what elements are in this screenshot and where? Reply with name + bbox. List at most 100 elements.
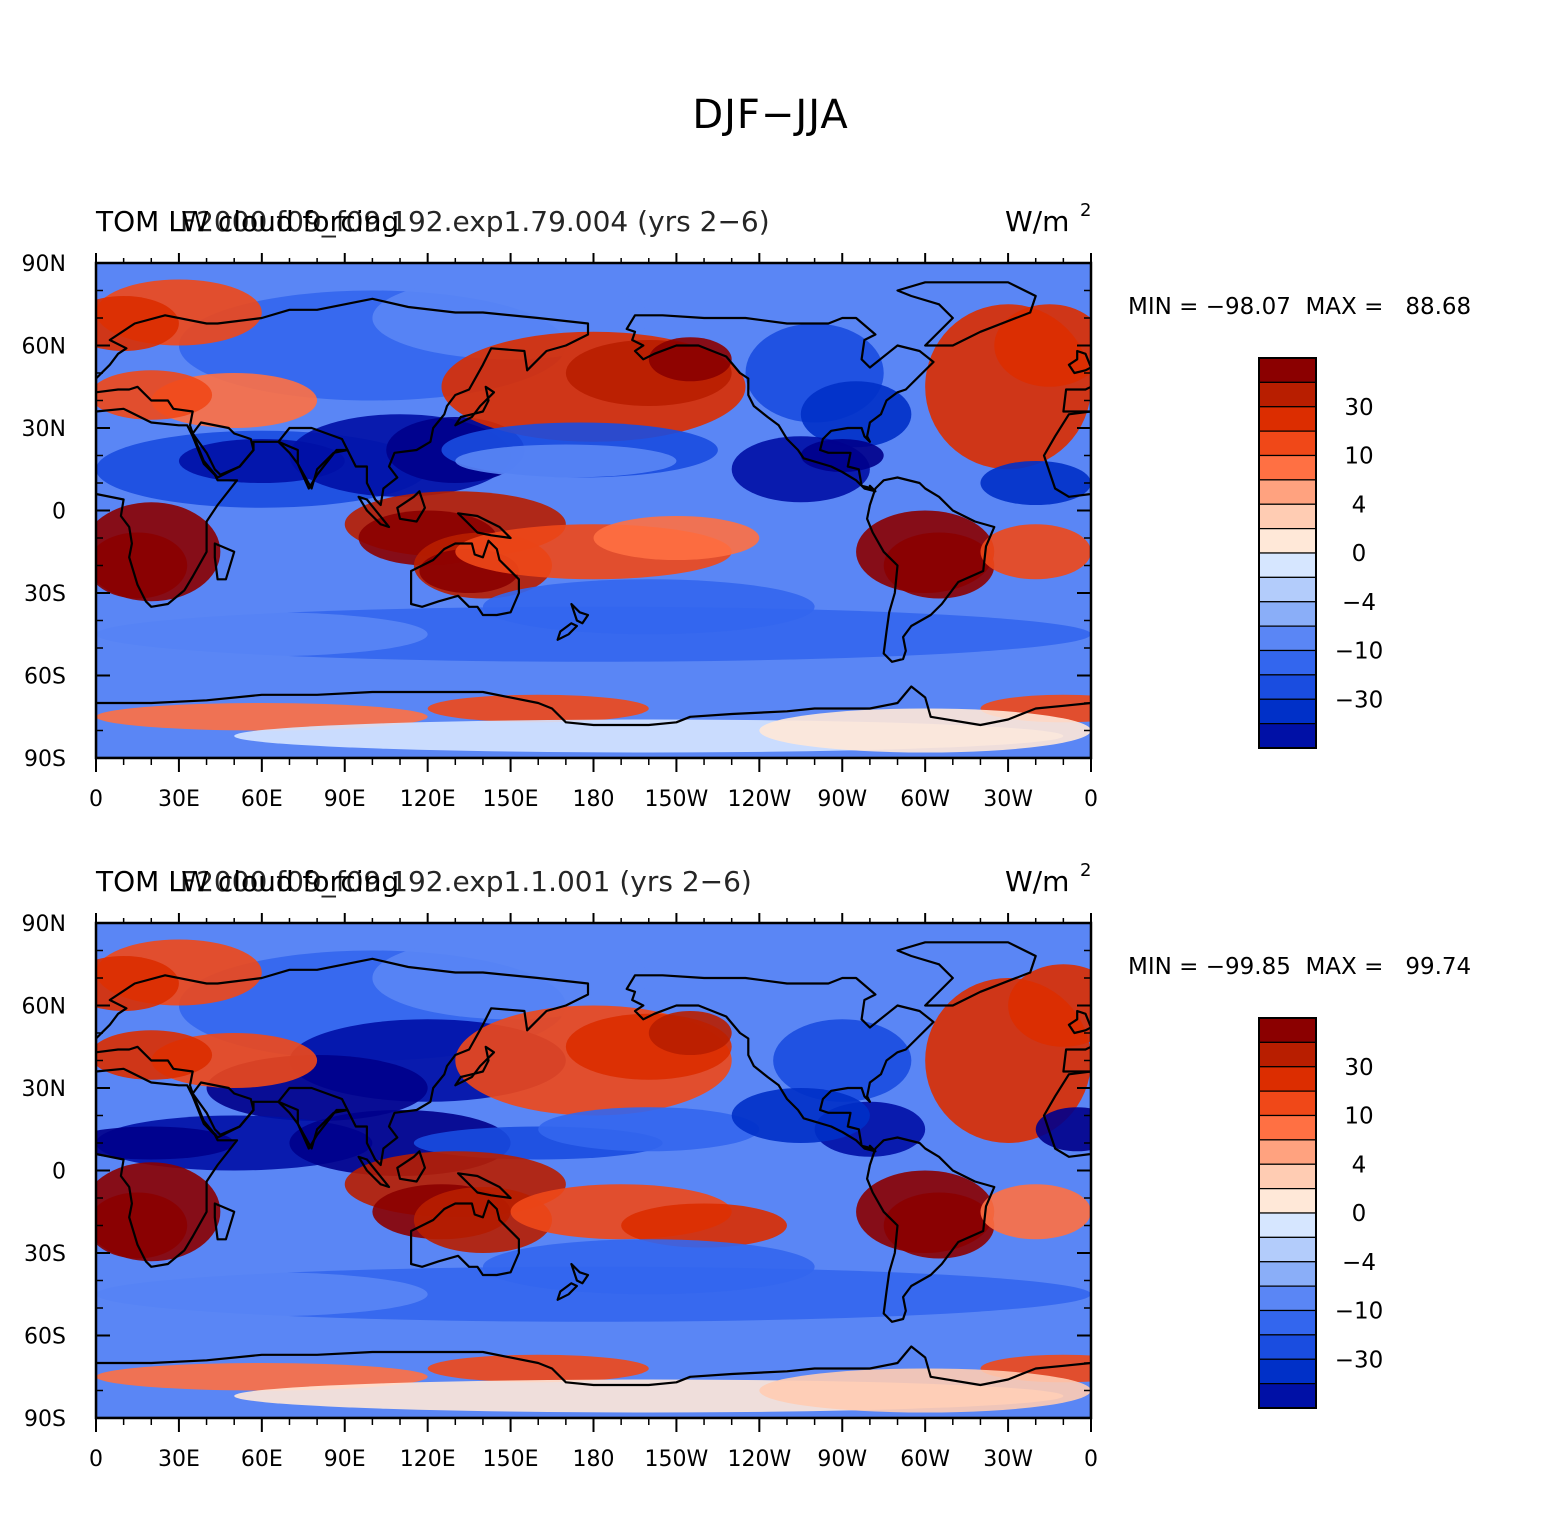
coastline-europe-asia — [96, 957, 590, 1167]
field-contour-region — [759, 1368, 1091, 1413]
colorbar-label: −30 — [1335, 687, 1384, 713]
coastline-madagascar — [213, 1202, 236, 1241]
colorbar-swatch — [1258, 1017, 1317, 1043]
coastline-britain — [1067, 349, 1091, 375]
coastlines — [96, 941, 1091, 1418]
lon-label: 0 — [1084, 787, 1098, 812]
field-contour-region — [96, 1030, 213, 1080]
lat-label: 90S — [24, 1407, 66, 1432]
field-contour-region — [96, 296, 179, 351]
colorbar-swatch — [1258, 1090, 1317, 1117]
field-contour-region — [96, 1363, 428, 1391]
panel-1-units: W/m — [1005, 205, 1069, 238]
colorbar-swatch — [1258, 698, 1317, 725]
lon-label: 60W — [900, 787, 950, 812]
panel-1-minmax: MIN = −98.07 MAX = 88.68 — [1128, 294, 1472, 320]
coastline-japan — [454, 1045, 496, 1087]
lat-label: 0 — [52, 500, 66, 525]
field-contour-region — [427, 1354, 649, 1383]
lon-label: 60E — [241, 1447, 283, 1472]
panel-2-left-title: TOM LW cloud forcing — [95, 865, 399, 898]
field-contour-region — [994, 304, 1091, 387]
panel-2-case-name: F2000.f09_f09.192.exp1.1.001 (yrs 2−6) — [180, 865, 752, 898]
lon-label: 30E — [158, 1447, 200, 1472]
coastline-arabia-fix — [191, 421, 255, 479]
coastline-britain — [1067, 1009, 1091, 1035]
panel-1-map: 90N 60N 30N 0 30S 60S 90S 0 30E 60E 90E 120E 150E 180… — [22, 252, 1384, 812]
colorbar-label: −10 — [1335, 639, 1384, 665]
lat-label: 30S — [24, 582, 66, 607]
panel-2-units: W/m — [1005, 865, 1069, 898]
lat-label: 30S — [24, 1242, 66, 1267]
field-contour-region — [980, 1184, 1091, 1240]
coastline-india — [277, 1086, 349, 1150]
colorbar-swatch — [1258, 1236, 1317, 1263]
field-contour-region — [482, 579, 815, 635]
colorbar-swatch — [1258, 1261, 1317, 1287]
colorbar-swatch — [1258, 1334, 1317, 1360]
field-contour-region — [1008, 964, 1091, 1047]
colorbar-swatch — [1258, 503, 1317, 530]
coastlines — [96, 281, 1091, 758]
colorbar-swatch — [1258, 1041, 1317, 1068]
field-contour-region — [96, 612, 428, 657]
field-contour-region — [96, 703, 428, 731]
field-contour-region — [427, 694, 649, 723]
coastline-africa — [96, 1067, 239, 1268]
main-title: DJF−JJA — [692, 92, 849, 138]
colorbar-label: 10 — [1344, 444, 1373, 470]
colorbar-swatch — [1258, 552, 1317, 578]
colorbar-swatch — [1258, 454, 1317, 481]
coastline-north-america — [625, 314, 935, 493]
coastline-new-guinea — [457, 512, 512, 540]
lon-label: 150E — [483, 1447, 539, 1472]
coastline-sumatra — [357, 1155, 391, 1189]
colorbar-swatch — [1258, 1309, 1317, 1336]
lat-label: 30N — [22, 1077, 66, 1102]
coastline-arabia-fix — [191, 1081, 255, 1139]
colorbar-label: 30 — [1344, 395, 1373, 421]
colorbar-label: 4 — [1352, 1152, 1367, 1178]
coastline-africa — [96, 407, 239, 608]
colorbar-swatch — [1258, 528, 1317, 554]
panel-1-left-title: TOM LW cloud forcing — [95, 205, 399, 238]
lon-label: 0 — [89, 1447, 103, 1472]
lat-label: 0 — [52, 1160, 66, 1185]
lon-label: 30W — [983, 787, 1033, 812]
colorbar-swatch — [1258, 649, 1317, 676]
map-panel-2: TOM LW cloud forcing F2000.f09_f09.192.e… — [0, 856, 1541, 1516]
lat-label: 60S — [24, 665, 66, 690]
panel-2-units-sup: 2 — [1080, 860, 1091, 881]
lon-label: 0 — [1084, 1447, 1098, 1472]
lon-label: 90E — [324, 1447, 366, 1472]
coastline-south-america — [865, 476, 996, 663]
field-contour-region — [648, 1011, 732, 1055]
lon-label: 90W — [817, 787, 867, 812]
coastline-africa-west — [1042, 410, 1091, 498]
coastline-australia — [410, 539, 521, 617]
lon-label: 180 — [573, 787, 615, 812]
coastline-australia — [410, 1199, 521, 1277]
coastline-greenland — [896, 941, 1037, 1007]
field-contour-region — [96, 370, 213, 420]
colorbar-swatch — [1258, 1285, 1317, 1312]
panel-1-units-sup: 2 — [1080, 200, 1091, 221]
lon-label: 150E — [483, 787, 539, 812]
colorbar-swatch — [1258, 430, 1317, 457]
lon-label: 120W — [727, 787, 791, 812]
field-contour-region — [96, 1126, 235, 1160]
colorbar-swatch — [1258, 625, 1317, 652]
colorbar: 30 10 4 0 −4 −10 −30 — [1258, 1017, 1384, 1409]
colorbar-label: −30 — [1335, 1347, 1384, 1373]
coastline-madagascar — [213, 542, 236, 581]
field-contour-region — [538, 1107, 760, 1152]
coastline-north-america — [625, 974, 935, 1153]
colorbar-label: 0 — [1352, 1201, 1367, 1227]
colorbar-label: −10 — [1335, 1299, 1384, 1325]
map-panel-1: TOM LW cloud forcing F2000.f09_f09.192.e… — [0, 196, 1541, 856]
field-contour-region — [96, 1192, 188, 1259]
colorbar-frame — [1258, 357, 1317, 749]
coastline-new-guinea — [457, 1172, 512, 1200]
field-contour-region — [773, 1019, 912, 1102]
lat-label: 30N — [22, 417, 66, 442]
